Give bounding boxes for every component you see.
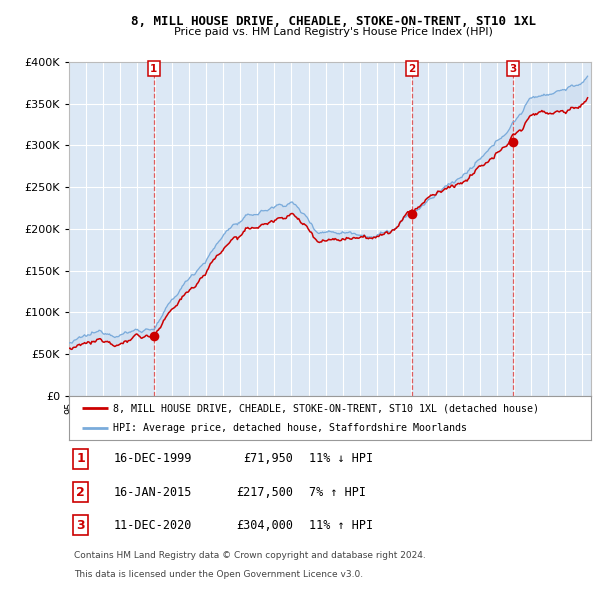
Text: 8, MILL HOUSE DRIVE, CHEADLE, STOKE-ON-TRENT, ST10 1XL (detached house): 8, MILL HOUSE DRIVE, CHEADLE, STOKE-ON-T… [113,403,539,413]
Text: This data is licensed under the Open Government Licence v3.0.: This data is licensed under the Open Gov… [74,570,364,579]
Text: 11% ↓ HPI: 11% ↓ HPI [309,453,373,466]
Text: 16-DEC-1999: 16-DEC-1999 [113,453,192,466]
Text: HPI: Average price, detached house, Staffordshire Moorlands: HPI: Average price, detached house, Staf… [113,423,467,432]
Text: Price paid vs. HM Land Registry's House Price Index (HPI): Price paid vs. HM Land Registry's House … [173,27,493,37]
Text: Contains HM Land Registry data © Crown copyright and database right 2024.: Contains HM Land Registry data © Crown c… [74,552,426,560]
Text: 3: 3 [509,64,517,74]
Text: 11% ↑ HPI: 11% ↑ HPI [309,519,373,532]
Text: £71,950: £71,950 [244,453,293,466]
Text: 1: 1 [76,453,85,466]
Text: £217,500: £217,500 [236,486,293,499]
Text: 16-JAN-2015: 16-JAN-2015 [113,486,192,499]
Text: 2: 2 [76,486,85,499]
Text: 2: 2 [409,64,416,74]
Text: 7% ↑ HPI: 7% ↑ HPI [309,486,366,499]
Text: 11-DEC-2020: 11-DEC-2020 [113,519,192,532]
Text: 1: 1 [150,64,158,74]
Text: 8, MILL HOUSE DRIVE, CHEADLE, STOKE-ON-TRENT, ST10 1XL: 8, MILL HOUSE DRIVE, CHEADLE, STOKE-ON-T… [131,15,536,28]
Text: 3: 3 [76,519,85,532]
Text: £304,000: £304,000 [236,519,293,532]
